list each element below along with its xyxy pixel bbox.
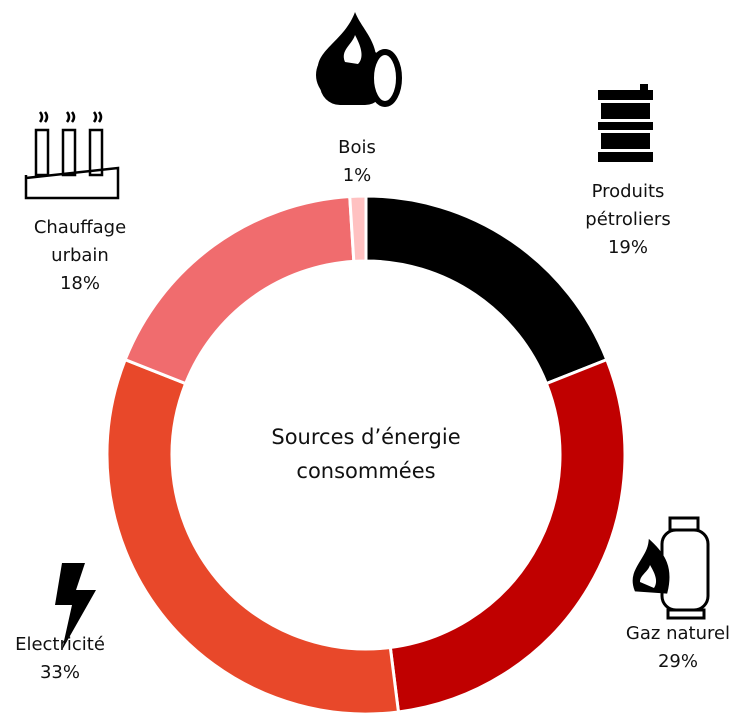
donut-segment [105, 357, 401, 714]
segment-label: Electricité 33% [0, 631, 140, 687]
icon-gas [632, 516, 710, 620]
value-label: 19% [607, 237, 648, 258]
category-label: Bois [338, 137, 376, 158]
category-label: Chauffage urbain [33, 217, 127, 266]
category-label: Produits pétroliers [585, 181, 671, 230]
icon-log [316, 12, 402, 107]
value-label: 33% [39, 662, 80, 683]
value-label: 29% [657, 651, 698, 672]
donut-segment [123, 194, 356, 386]
icon-barrel [598, 84, 653, 162]
segment-label: Produits pétroliers 19% [563, 178, 693, 262]
segment-label: Chauffage urbain 18% [15, 214, 145, 298]
value-label: 18% [59, 273, 100, 294]
value-label: 1% [342, 165, 372, 186]
category-label: Electricité [15, 634, 105, 655]
donut-segment [348, 194, 368, 263]
category-label: Gaz naturel [625, 623, 731, 644]
chart-title: Sources d’énergie consommées [271, 425, 461, 483]
donut-segment [388, 357, 627, 714]
icon-bolt [55, 563, 96, 650]
icon-factory [24, 111, 120, 200]
segment-label: Gaz naturel 29% [598, 620, 743, 676]
segment-label: Bois 1% [307, 134, 407, 190]
